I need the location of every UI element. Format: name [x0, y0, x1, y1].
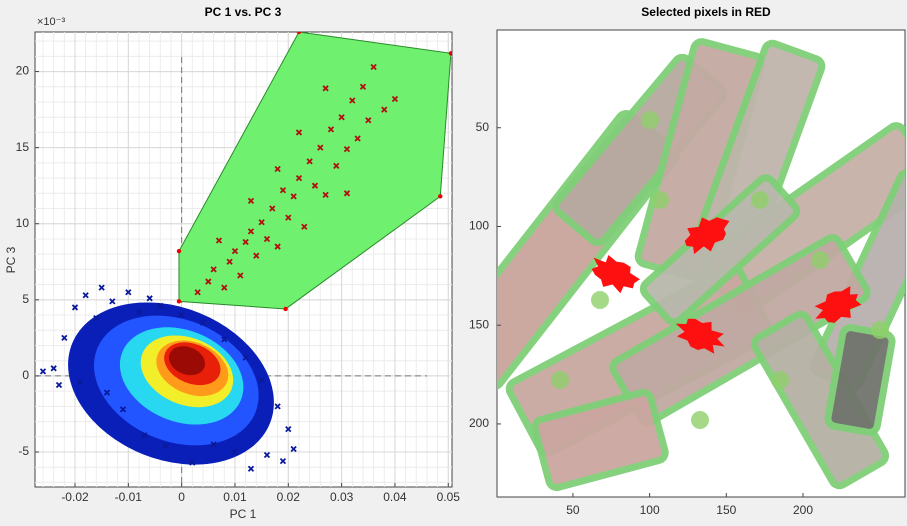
x-tick-label: 0.01: [223, 490, 247, 504]
x-tick-label: 0.05: [437, 490, 461, 504]
right-title: Selected pixels in RED: [641, 5, 771, 19]
x-axis-label: PC 1: [230, 507, 257, 521]
y-tick-label: 0: [22, 368, 29, 382]
left-title: PC 1 vs. PC 3: [205, 5, 282, 19]
y-tick-label: -5: [18, 444, 29, 458]
polygon-vertex: [283, 307, 287, 311]
image-spot: [651, 191, 669, 209]
x-tick-label: 100: [640, 503, 660, 517]
x-tick-label: 50: [566, 503, 580, 517]
x-tick-label: 0: [178, 490, 185, 504]
x-tick-label: -0.02: [61, 490, 89, 504]
image-spot: [691, 411, 709, 429]
y-multiplier: ×10⁻³: [37, 16, 65, 28]
y-tick-label: 50: [476, 120, 490, 134]
x-tick-label: 0.02: [277, 490, 301, 504]
y-tick-label: 20: [16, 64, 30, 78]
y-tick-label: 100: [469, 219, 489, 233]
y-tick-label: 200: [469, 416, 489, 430]
x-tick-label: 200: [793, 503, 813, 517]
y-axis-label: PC 3: [4, 246, 18, 273]
image-spot: [871, 321, 889, 339]
image-spot: [771, 371, 789, 389]
image-spot: [751, 191, 769, 209]
x-tick-label: -0.01: [115, 490, 143, 504]
polygon-vertex: [177, 249, 181, 253]
y-tick-label: 150: [469, 317, 489, 331]
y-tick-label: 10: [16, 216, 30, 230]
x-tick-label: 0.03: [330, 490, 354, 504]
x-tick-label: 150: [716, 503, 736, 517]
image-spot: [641, 111, 659, 129]
polygon-vertex: [177, 299, 181, 303]
polygon-vertex: [438, 194, 442, 198]
image-spot: [811, 251, 829, 269]
y-tick-label: 5: [22, 292, 29, 306]
x-tick-label: 0.04: [383, 490, 407, 504]
y-tick-label: 15: [16, 140, 30, 154]
image-spot: [591, 291, 609, 309]
figure: PC 1 vs. PC 3 Selected pixels in RED PC …: [0, 0, 907, 526]
image-spot: [551, 371, 569, 389]
